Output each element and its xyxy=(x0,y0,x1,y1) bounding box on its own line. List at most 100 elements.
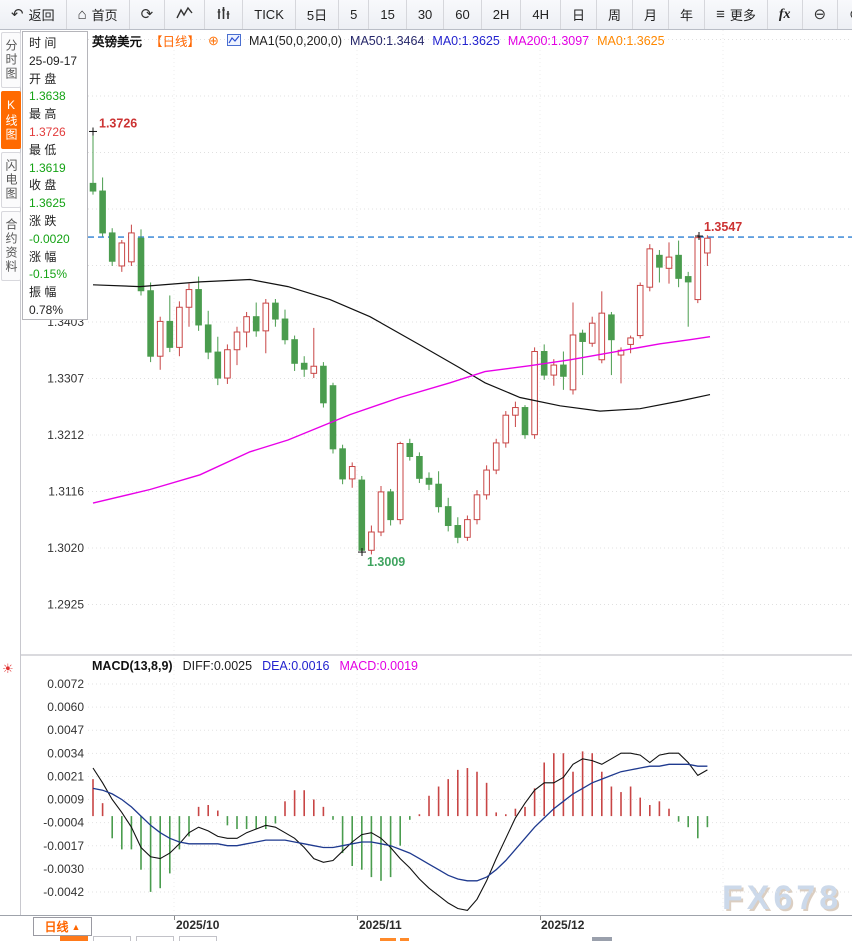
price-axis-label: 1.2925 xyxy=(47,598,84,612)
candle-body xyxy=(214,351,222,379)
macd-dea-line xyxy=(92,763,708,882)
toolbar-item-min30[interactable]: 30 xyxy=(407,0,445,29)
volume-bars-icon xyxy=(216,6,231,23)
toolbar-item-label: 15 xyxy=(380,7,395,22)
candle-body xyxy=(272,302,279,320)
toolbar-item-hour4[interactable]: 4H xyxy=(521,0,561,29)
ma0-blue-value: MA0:1.3625 xyxy=(432,33,500,48)
toolbar-item-refresh[interactable]: ⟳ xyxy=(130,0,166,29)
candle-body xyxy=(243,316,250,333)
toolbar-item-week[interactable]: 周 xyxy=(597,0,634,29)
candle-body xyxy=(262,302,270,332)
toolbar-item-line-chart-type[interactable] xyxy=(165,0,206,29)
symbol-name: 英镑美元 xyxy=(92,35,143,49)
candle-body xyxy=(550,364,558,376)
candle-body xyxy=(310,365,318,374)
sidebar-tab-time-chart[interactable]: 分时图 xyxy=(1,32,21,88)
sidebar-tab-contract-info[interactable]: 合约资料 xyxy=(1,211,21,281)
macd-axis-label: -0.0004 xyxy=(43,816,84,830)
sidebar-tab-kline-chart[interactable]: K线图 xyxy=(1,91,21,149)
x-axis-bar: 日线 ▲ 2025/10 2025/11 2025/12 xyxy=(0,915,852,941)
candle-body xyxy=(99,190,106,234)
candle-body xyxy=(454,525,462,538)
info-row-label: 开 盘 xyxy=(29,71,57,86)
toolbar: ↶ 返回 ⌂ 首页 ⟳ TICK 5日 5 15 30 60 2H 4H 日 周 月 年 ≡ 更多 fx ⊖ ⊕ xyxy=(0,0,852,30)
candle-body xyxy=(108,232,116,262)
macd-macd-value: MACD:0.0019 xyxy=(339,659,418,673)
macd-axis-label: 0.0021 xyxy=(47,769,84,783)
toolbar-item-min15[interactable]: 15 xyxy=(369,0,407,29)
back-arrow-icon: ↶ xyxy=(11,6,24,23)
candle-body xyxy=(483,469,490,496)
candle-body xyxy=(387,491,394,521)
refresh-icon: ⟳ xyxy=(140,6,154,23)
toolbar-item-label: 更多 xyxy=(729,8,756,23)
ma200-value: MA200:1.3097 xyxy=(507,33,590,48)
macd-axis-label: -0.0017 xyxy=(43,839,84,853)
info-row-label: 最 低 xyxy=(29,142,57,157)
period-label: 【日线】 xyxy=(150,35,201,49)
sidebar-tabs: ☀ 分时图 K线图闪电图合约资料 xyxy=(0,29,21,941)
toolbar-item-label: 首页 xyxy=(91,8,118,23)
candle-body xyxy=(646,248,654,288)
toolbar-item-year[interactable]: 年 xyxy=(669,0,706,29)
toolbar-item-month[interactable]: 月 xyxy=(633,0,670,29)
toolbar-item-volume-bars-type[interactable] xyxy=(205,0,244,29)
candle-body xyxy=(368,531,375,551)
candle-body xyxy=(329,385,337,450)
macd-diff-value: DIFF:0.0025 xyxy=(182,659,253,673)
ohlc-info-panel: 时 间 25-09-17 开 盘 1.3638 最 高 1.3726 最 低 1.3619 收 … xyxy=(22,31,88,320)
info-row-value: 1.3619 xyxy=(29,160,66,175)
info-row-value: 0.78% xyxy=(29,302,64,317)
candle-body xyxy=(579,332,586,342)
candle-body xyxy=(166,320,174,348)
macd-axis-label: 0.0047 xyxy=(47,723,84,737)
candle-body xyxy=(531,350,538,436)
candle-body xyxy=(588,322,596,344)
info-row-value: -0.0020 xyxy=(29,231,70,246)
toolbar-item-fx[interactable]: fx xyxy=(768,0,803,29)
triangle-up-icon: ▲ xyxy=(71,921,81,932)
candle-body xyxy=(137,237,145,292)
add-indicator-icon[interactable]: ⊕ xyxy=(208,32,219,48)
toolbar-item-5day[interactable]: 5日 xyxy=(296,0,340,29)
toolbar-item-min60[interactable]: 60 xyxy=(444,0,482,29)
candle-body xyxy=(608,314,615,341)
toolbar-item-tick[interactable]: TICK xyxy=(243,0,296,29)
candle-body xyxy=(656,254,663,268)
toolbar-item-min5[interactable]: 5 xyxy=(339,0,370,29)
toolbar-item-back[interactable]: ↶ 返回 xyxy=(0,0,67,29)
period-tab-daily[interactable]: 日线 ▲ xyxy=(33,917,92,936)
candle-body xyxy=(464,519,471,538)
toolbar-item-label: 4H xyxy=(532,7,549,22)
candle-body xyxy=(176,306,183,348)
candle-body xyxy=(416,455,423,479)
toolbar-item-hour2[interactable]: 2H xyxy=(482,0,522,29)
macd-header: MACD(13,8,9) DIFF:0.0025 DEA:0.0016 MACD… xyxy=(92,659,418,673)
toolbar-item-label: 日 xyxy=(572,8,586,23)
sidebar-tab-lightning-chart[interactable]: 闪电图 xyxy=(1,152,21,208)
ma200-line xyxy=(92,336,711,504)
candle-body xyxy=(147,290,154,357)
price-axis-label: 1.3020 xyxy=(47,541,84,555)
toolbar-item-label: 5 xyxy=(350,7,358,22)
x-axis-label: 2025/10 xyxy=(176,918,220,932)
toolbar-item-zoom-in[interactable]: ⊕ xyxy=(838,0,852,29)
macd-title: MACD(13,8,9) xyxy=(92,659,173,673)
toolbar-item-more[interactable]: ≡ 更多 xyxy=(705,0,768,29)
candle-body xyxy=(665,256,673,269)
candle-body xyxy=(320,365,327,404)
toolbar-item-day[interactable]: 日 xyxy=(561,0,598,29)
toolbar-item-home[interactable]: ⌂ 首页 xyxy=(67,0,130,29)
info-row-label: 振 幅 xyxy=(29,285,57,300)
info-row-label: 收 盘 xyxy=(29,178,57,193)
zoom-out-icon: ⊖ xyxy=(813,6,827,23)
macd-dea-value: DEA:0.0016 xyxy=(262,659,330,673)
candle-body xyxy=(358,479,366,551)
candle-body xyxy=(425,477,433,485)
indicator-settings-icon[interactable]: ☀ xyxy=(2,661,14,676)
chart-type-icon[interactable] xyxy=(226,33,241,48)
ma50-line xyxy=(92,278,711,412)
toolbar-item-zoom-out[interactable]: ⊖ xyxy=(803,0,839,29)
